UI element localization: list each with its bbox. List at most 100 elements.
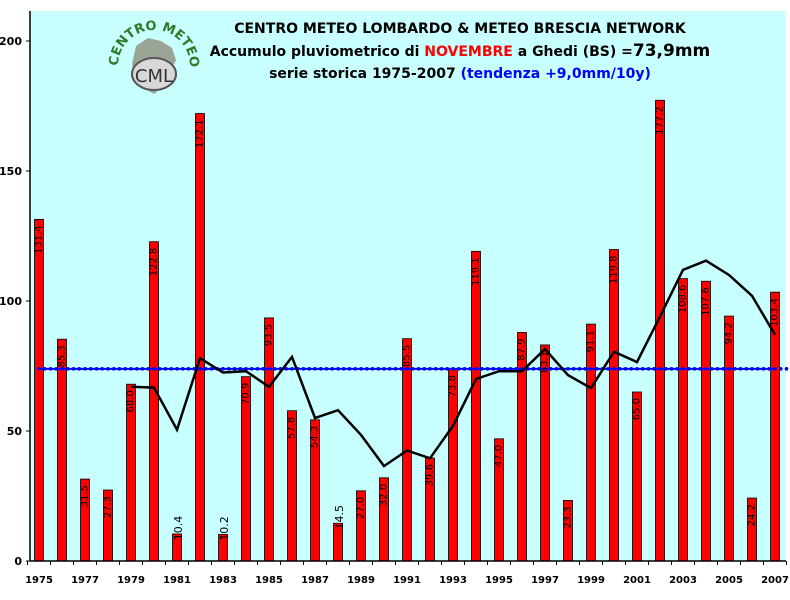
mean-line-marker: [617, 367, 622, 371]
mean-line-marker: [88, 367, 93, 371]
mean-line-marker: [784, 367, 789, 371]
title-network: CENTRO METEO LOMBARDO & METEO BRESCIA NE…: [234, 21, 686, 37]
mean-line-marker: [37, 367, 41, 371]
bar-value-label: 93.5: [264, 324, 275, 346]
mean-line-marker: [704, 367, 708, 371]
mean-line-marker: [468, 367, 473, 371]
mean-line-marker: [163, 367, 168, 371]
mean-line-marker: [152, 367, 156, 371]
bar-1980: [149, 241, 159, 562]
mean-line-marker: [353, 367, 358, 371]
bar-value-label: 54.3: [310, 426, 321, 448]
mean-line-marker: [692, 367, 697, 371]
x-tick-label: 1997: [531, 575, 559, 586]
mean-line-marker: [244, 367, 248, 371]
mean-line-marker: [359, 367, 363, 371]
mean-line-marker: [767, 367, 772, 371]
mean-line-marker: [226, 367, 231, 371]
bar-value-label: 119.8: [609, 256, 620, 285]
mean-line-marker: [106, 367, 110, 371]
mean-line-marker: [548, 367, 553, 371]
bar-value-label: 85.5: [402, 345, 413, 367]
mean-line-marker: [249, 367, 254, 371]
mean-line-marker: [60, 367, 64, 371]
mean-line-marker: [594, 367, 599, 371]
bar-value-label: 177.2: [655, 106, 666, 135]
bar-value-label: 23.3: [563, 506, 574, 528]
mean-line-marker: [744, 367, 749, 371]
mean-line-marker: [491, 367, 496, 371]
x-tick-label: 1999: [577, 575, 605, 586]
mean-line-marker: [732, 367, 737, 371]
bar-value-label: 10.2: [218, 516, 231, 541]
x-tick-label: 2001: [623, 575, 651, 586]
bar-value-label: 107.6: [701, 287, 712, 316]
bar-2000: [609, 249, 619, 562]
mean-line-marker: [232, 367, 237, 371]
mean-line-marker: [721, 367, 726, 371]
mean-line-marker: [364, 367, 369, 371]
bar-value-label: 68.0: [126, 390, 137, 412]
bar-1985: [264, 317, 274, 562]
bar-2004: [701, 280, 711, 562]
bar-2003: [678, 278, 688, 562]
mean-line-marker: [261, 367, 266, 371]
title-line-2: Accumulo pluviometrico di NOVEMBRE a Ghe…: [190, 40, 730, 63]
mean-line-marker: [571, 367, 576, 371]
mean-line-marker: [83, 367, 87, 371]
mean-line-marker: [606, 367, 611, 371]
bar-1997: [540, 344, 550, 562]
bar-value-label: 122.8: [149, 248, 160, 277]
mean-line-marker: [428, 367, 432, 371]
title-location: a Ghedi (BS) =: [512, 44, 633, 60]
x-tick-label: 2003: [669, 575, 697, 586]
bar-value-label: 31.5: [80, 485, 91, 507]
mean-line-marker: [640, 367, 645, 371]
title-trend: (tendenza +9,0mm/10y): [460, 66, 651, 82]
x-tick-label: 1975: [25, 575, 53, 586]
mean-line-marker: [71, 367, 76, 371]
mean-line-marker: [267, 367, 271, 371]
mean-line-marker: [209, 367, 214, 371]
mean-line-marker: [537, 367, 542, 371]
x-tick-label: 1993: [439, 575, 467, 586]
mean-line-marker: [405, 367, 409, 371]
mean-line-marker: [750, 367, 754, 371]
bar-value-label: 27.3: [103, 496, 114, 518]
logo-abbrev: CML: [135, 66, 173, 87]
bar-value-label: 14.5: [333, 505, 346, 530]
mean-line-marker: [508, 367, 513, 371]
mean-line-marker: [146, 367, 151, 371]
mean-line-marker: [583, 367, 588, 371]
mean-line-marker: [566, 367, 570, 371]
x-tick-label: 1983: [209, 575, 237, 586]
bar-value-label: 108.6: [678, 285, 689, 314]
bar-value-label: 32.0: [379, 484, 390, 506]
mean-line-marker: [451, 367, 455, 371]
mean-line-marker: [203, 367, 208, 371]
mean-line-marker: [272, 367, 277, 371]
bar-value-label: 57.8: [287, 417, 298, 439]
mean-line-marker: [169, 367, 174, 371]
cml-logo: CML CENTRO METEO LOMBARDO: [100, 0, 202, 118]
mean-line-marker: [709, 367, 714, 371]
moving-average-line: [130, 259, 777, 468]
mean-line-marker: [387, 367, 392, 371]
x-tick-label: 1979: [117, 575, 145, 586]
bar-value-label: 172.1: [195, 120, 206, 149]
mean-line-marker: [738, 367, 743, 371]
mean-line-marker: [77, 367, 82, 371]
mean-line-marker: [180, 367, 185, 371]
bar-1994: [471, 250, 481, 562]
bar-value-label: 70.9: [241, 383, 252, 405]
mean-line-marker: [134, 367, 139, 371]
mean-line-marker: [577, 367, 582, 371]
bar-value-label: 103.4: [770, 298, 781, 327]
mean-line-marker: [663, 367, 668, 371]
logo-badge: [131, 57, 177, 91]
mean-line-marker: [313, 367, 317, 371]
mean-line-marker: [238, 367, 243, 371]
bar-2002: [655, 99, 665, 562]
mean-line-marker: [675, 367, 680, 371]
mean-line-marker: [376, 367, 381, 371]
